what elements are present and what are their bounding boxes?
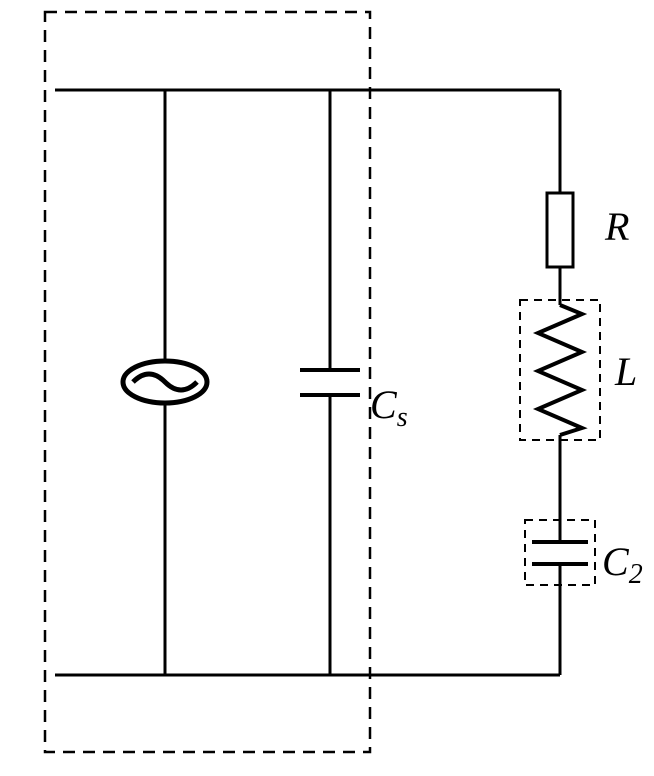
ac-source-wave: [133, 374, 197, 390]
label-c2: C2: [602, 539, 643, 590]
label-cs: Cs: [370, 382, 408, 433]
circuit-diagram: Cs R L C2: [0, 0, 654, 776]
resistor-icon: [547, 193, 573, 267]
label-l: L: [614, 349, 637, 394]
inductor-icon: [538, 305, 582, 435]
label-r: R: [604, 204, 629, 249]
